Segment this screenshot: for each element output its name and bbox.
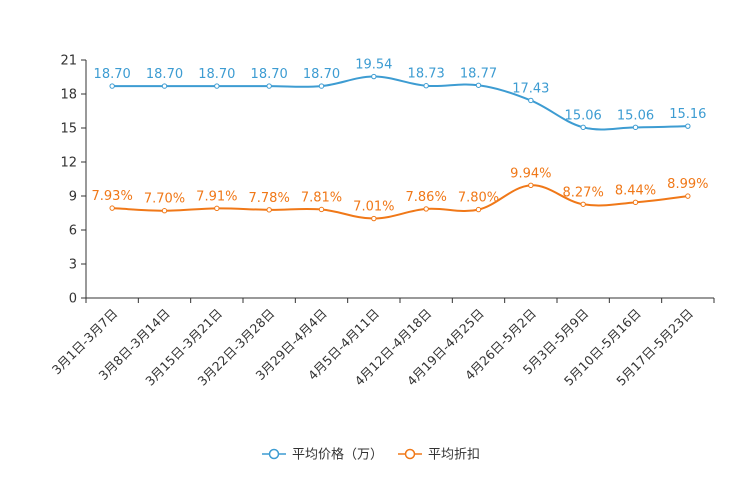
data-label: 7.81% — [301, 190, 342, 205]
data-label: 7.93% — [92, 189, 133, 204]
series-line — [112, 184, 688, 220]
data-point — [318, 83, 325, 89]
series-2: 7.93% 7.70% 7.91% 7.78% 7.81% 7.01% 7.86% 7.80%… — [92, 166, 708, 222]
data-point — [632, 124, 639, 131]
data-point — [371, 73, 377, 80]
data-label: 19.54 — [355, 58, 392, 73]
data-label: 7.91% — [196, 189, 237, 204]
legend-label: 平均价格（万） — [292, 447, 383, 463]
series-line — [112, 75, 688, 131]
data-point — [318, 206, 325, 213]
y-tick-label: 0 — [69, 292, 77, 307]
data-label: 7.78% — [249, 191, 290, 206]
data-label: 8.27% — [563, 185, 604, 200]
y-tick-label: 18 — [60, 88, 77, 103]
data-label: 17.43 — [512, 81, 549, 96]
data-label: 15.16 — [669, 107, 706, 122]
data-label: 18.77 — [460, 66, 497, 81]
data-label: 8.99% — [667, 177, 708, 192]
series-layer: 18.70 18.70 18.70 18.70 18.70 19.54 18.73 18.77… — [92, 58, 708, 222]
data-point — [423, 206, 429, 212]
axes: 0369121518213月1日-3月7日3月8日-3月14日3月15日-3月2… — [49, 54, 715, 389]
data-point — [161, 83, 168, 89]
legend-item-1[interactable]: 平均价格（万） — [262, 447, 383, 463]
data-point — [266, 207, 272, 213]
data-point — [580, 201, 586, 207]
data-point — [528, 182, 534, 189]
y-tick-label: 12 — [60, 156, 77, 171]
data-label: 15.06 — [565, 108, 602, 123]
legend-item-2[interactable]: 平均折扣 — [398, 448, 480, 463]
data-point — [266, 83, 272, 89]
data-label: 18.73 — [408, 67, 445, 82]
data-point — [109, 83, 115, 89]
data-label: 7.80% — [458, 191, 499, 206]
y-tick-label: 9 — [69, 190, 77, 205]
data-point — [685, 123, 691, 129]
legend[interactable]: 平均价格（万） 平均折扣 — [262, 447, 480, 463]
data-point — [214, 83, 220, 89]
legend-label: 平均折扣 — [428, 448, 480, 463]
y-tick-label: 6 — [69, 224, 77, 239]
y-tick-label: 3 — [69, 258, 77, 273]
data-label: 9.94% — [510, 166, 551, 181]
data-point — [214, 205, 220, 212]
data-label: 7.70% — [144, 192, 185, 207]
data-point — [580, 124, 586, 131]
legend-marker-icon — [268, 448, 280, 460]
y-tick-label: 15 — [60, 122, 77, 137]
data-label: 7.01% — [353, 200, 394, 215]
data-label: 8.44% — [615, 183, 656, 198]
data-point — [371, 215, 377, 222]
data-point — [423, 83, 429, 89]
series-1: 18.70 18.70 18.70 18.70 18.70 19.54 18.73 18.77… — [94, 58, 706, 131]
data-point — [161, 208, 168, 214]
data-point — [109, 205, 115, 211]
data-point — [475, 206, 482, 213]
data-label: 18.70 — [198, 67, 235, 82]
data-point — [632, 199, 639, 206]
legend-marker-icon — [404, 448, 416, 460]
data-label: 18.70 — [303, 67, 340, 82]
data-label: 18.70 — [251, 67, 288, 82]
data-point — [475, 82, 482, 88]
data-label: 18.70 — [94, 67, 131, 82]
data-point — [685, 193, 691, 199]
data-label: 18.70 — [146, 67, 183, 82]
y-tick-label: 21 — [60, 54, 77, 69]
data-label: 15.06 — [617, 108, 654, 123]
data-label: 7.86% — [406, 190, 447, 205]
data-point — [528, 97, 534, 104]
